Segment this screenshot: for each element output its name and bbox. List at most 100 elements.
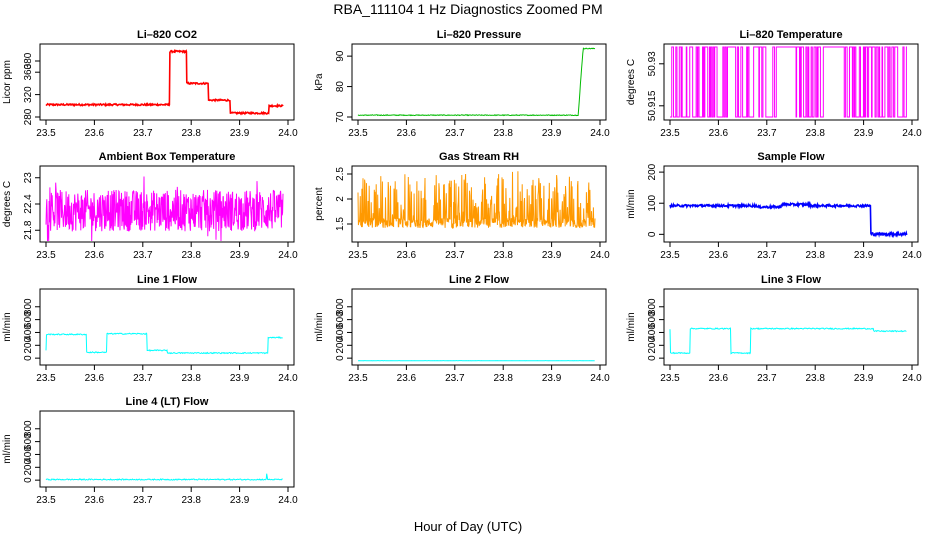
x-tick-label: 23.5 — [660, 128, 680, 139]
x-tick-label: 24.0 — [278, 495, 298, 506]
panel-line1-flow: Line 1 Flow ml/min 23.5 23.6 23.7 23.8 23.9 24.… — [2, 274, 298, 384]
y-tick-label: 200 — [335, 337, 346, 354]
y-tick-label: 0 — [647, 355, 658, 361]
x-tick-label: 24.0 — [278, 250, 298, 261]
x-tick-label: 23.7 — [133, 250, 153, 261]
y-tick-label: 600 — [647, 311, 658, 328]
y-tick-label: 21.8 — [23, 220, 34, 240]
x-tick-label: 23.8 — [493, 128, 513, 139]
y-tick-label: 320 — [23, 86, 34, 103]
plot-frame — [39, 288, 295, 366]
figure-title: RBA_111104 1 Hz Diagnostics Zoomed PM — [333, 1, 602, 17]
y-tick-label: 280 — [23, 108, 34, 125]
y-tick-label: 50.93 — [647, 51, 658, 76]
y-tick-label: 600 — [23, 311, 34, 328]
x-tick-label: 23.8 — [805, 128, 825, 139]
x-tick-label: 24.0 — [590, 128, 610, 139]
x-tick-label: 23.5 — [36, 495, 56, 506]
y-tick-label: 0 — [647, 231, 658, 237]
panel-title: Sample Flow — [757, 151, 825, 163]
panel-licor-temperature: Li–820 Temperature degrees C 23.5 23.6 23.7 2… — [626, 29, 922, 139]
y-tick-label: 90 — [335, 50, 346, 62]
y-tick-label: 1.5 — [335, 217, 346, 231]
y-tick-label: 23 — [23, 172, 34, 184]
x-tick-label: 23.6 — [85, 373, 105, 384]
panel-co2: Li–820 CO2 Licor ppm 23.5 23.6 23.7 23.8 23.9 2… — [2, 29, 298, 139]
x-tick-label: 23.8 — [493, 373, 513, 384]
series-line — [357, 171, 596, 229]
x-tick-label: 23.5 — [36, 373, 56, 384]
series-line — [357, 47, 596, 117]
x-tick-label: 23.5 — [660, 250, 680, 261]
plot-frame — [39, 43, 295, 121]
series-line — [45, 332, 283, 355]
x-tick-label: 24.0 — [590, 250, 610, 261]
x-tick-label: 23.8 — [805, 250, 825, 261]
x-tick-label: 24.0 — [278, 373, 298, 384]
x-tick-label: 23.9 — [230, 373, 250, 384]
y-axis-label: ml/min — [2, 312, 13, 341]
x-tick-label: 23.9 — [854, 128, 874, 139]
y-tick-label: 800 — [335, 298, 346, 315]
panel-title: Line 4 (LT) Flow — [126, 396, 209, 408]
y-tick-label: 0 — [23, 355, 34, 361]
series-line — [670, 46, 907, 118]
y-axis-label: ml/min — [314, 312, 325, 341]
x-tick-label: 23.6 — [709, 373, 729, 384]
x-tick-label: 23.6 — [85, 250, 105, 261]
x-tick-label: 23.9 — [854, 250, 874, 261]
figure-xlabel: Hour of Day (UTC) — [414, 519, 522, 534]
x-tick-label: 23.5 — [348, 373, 368, 384]
x-tick-label: 23.8 — [181, 373, 201, 384]
x-tick-label: 23.9 — [230, 495, 250, 506]
y-axis-label: ml/min — [2, 434, 13, 463]
x-tick-label: 23.7 — [757, 373, 777, 384]
panel-title: Li–820 CO2 — [137, 29, 197, 41]
y-tick-label: 800 — [23, 420, 34, 437]
y-tick-label: 200 — [647, 337, 658, 354]
panel-title: Gas Stream RH — [439, 151, 519, 163]
y-tick-label: 360 — [23, 63, 34, 80]
x-tick-label: 24.0 — [590, 373, 610, 384]
panels: Li–820 CO2 Licor ppm 23.5 23.6 23.7 23.8 23.9 2… — [2, 29, 922, 506]
y-tick-label: 400 — [23, 446, 34, 463]
x-tick-label: 24.0 — [278, 128, 298, 139]
series-line — [669, 327, 907, 355]
y-tick-label: 200 — [23, 337, 34, 354]
x-tick-label: 24.0 — [902, 373, 922, 384]
panel-line4-flow: Line 4 (LT) Flow ml/min 23.5 23.6 23.7 23.8 23… — [2, 396, 298, 506]
panel-line3-flow: Line 3 Flow ml/min 23.5 23.6 23.7 23.8 23.9 24.… — [626, 274, 922, 384]
y-tick-label: 22.4 — [23, 194, 34, 214]
y-axis-label: percent — [314, 187, 325, 221]
y-tick-label: 380 — [23, 52, 34, 69]
x-tick-label: 23.7 — [133, 128, 153, 139]
y-tick-label: 200 — [23, 459, 34, 476]
plot-frame — [39, 410, 295, 488]
x-tick-label: 23.9 — [854, 373, 874, 384]
y-axis-label: degrees C — [2, 181, 13, 227]
y-axis-label: kPa — [314, 73, 325, 91]
plot-frame — [351, 288, 607, 366]
series-line — [45, 473, 283, 481]
y-tick-label: 800 — [23, 298, 34, 315]
x-tick-label: 23.8 — [181, 250, 201, 261]
y-tick-label: 2.5 — [335, 167, 346, 181]
x-tick-label: 23.7 — [445, 373, 465, 384]
x-tick-label: 23.9 — [542, 250, 562, 261]
y-tick-label: 70 — [335, 111, 346, 123]
panel-box-temperature: Ambient Box Temperature degrees C 23.5 23.6… — [2, 151, 298, 261]
x-tick-label: 23.7 — [133, 495, 153, 506]
panel-title: Li–820 Temperature — [739, 29, 842, 41]
x-tick-label: 23.7 — [757, 250, 777, 261]
plot-frame — [351, 165, 607, 243]
y-tick-label: 80 — [335, 81, 346, 93]
panel-title: Li–820 Pressure — [437, 29, 521, 41]
panel-pressure: Li–820 Pressure kPa 23.5 23.6 23.7 23.8 23.9 24… — [314, 29, 610, 139]
plot-frame — [663, 43, 919, 121]
x-tick-label: 23.7 — [133, 373, 153, 384]
y-axis-label: Licor ppm — [2, 60, 13, 104]
y-tick-label: 200 — [647, 163, 658, 180]
panel-title: Line 1 Flow — [137, 274, 197, 286]
series-line — [45, 176, 284, 242]
panel-title: Ambient Box Temperature — [99, 151, 236, 163]
